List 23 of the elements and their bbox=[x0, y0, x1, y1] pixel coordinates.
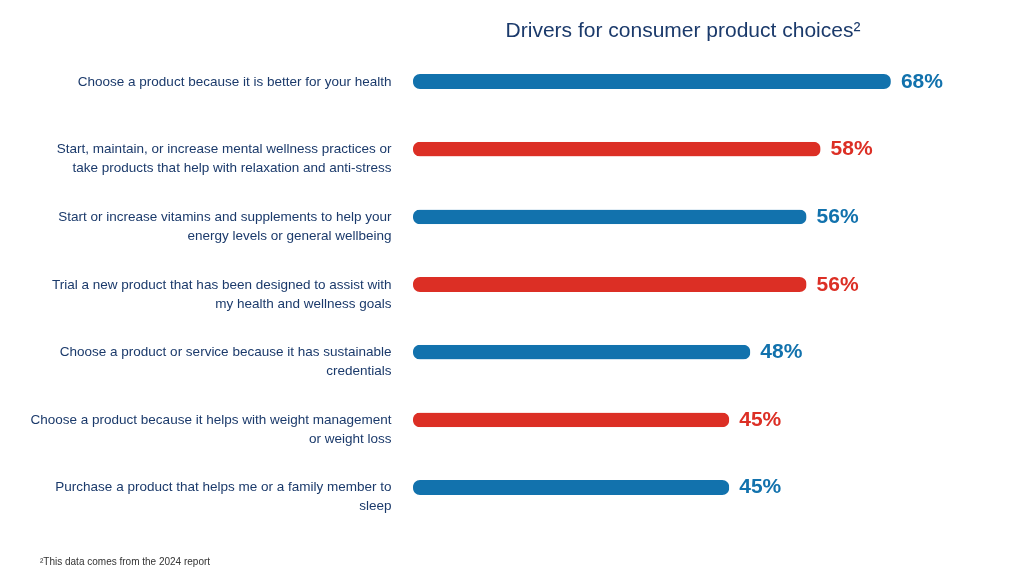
data-label: 68% bbox=[900, 68, 944, 92]
y-tick-label: Choose a product or service because it has sustainable credentials bbox=[59, 344, 392, 379]
bar bbox=[413, 412, 730, 428]
bar bbox=[413, 209, 807, 225]
data-label: 45% bbox=[739, 406, 782, 430]
data-label: 48% bbox=[760, 339, 803, 363]
data-label: 56% bbox=[816, 203, 859, 227]
y-tick-label: Choose a product because it helps with weight management or weight loss bbox=[30, 411, 392, 446]
text: ²This data comes from the 2024 report bbox=[40, 556, 211, 567]
data-label: 45% bbox=[739, 474, 782, 498]
y-tick-label: Trial a new product that has been designed to assist with my health and wellness goals bbox=[52, 276, 392, 311]
y-tick-label: Choose a product because it is better for your health bbox=[77, 73, 392, 89]
bar bbox=[413, 480, 730, 495]
data-label: 58% bbox=[830, 136, 873, 160]
data-label: 56% bbox=[816, 271, 859, 295]
bar bbox=[413, 74, 891, 89]
bar bbox=[413, 344, 751, 360]
bar bbox=[413, 277, 807, 292]
bar bbox=[413, 141, 821, 157]
y-tick-label: Start, maintain, or increase mental wellness practices or take products that help with relaxation and anti-stress bbox=[56, 141, 392, 176]
chart-title: Drivers for consumer product choices² bbox=[505, 18, 861, 41]
y-tick-label: Start or increase vitamins and supplements to help your energy levels or general wellbeing bbox=[58, 208, 392, 243]
y-tick-label: Purchase a product that helps me or a family member to sleep bbox=[55, 479, 392, 514]
